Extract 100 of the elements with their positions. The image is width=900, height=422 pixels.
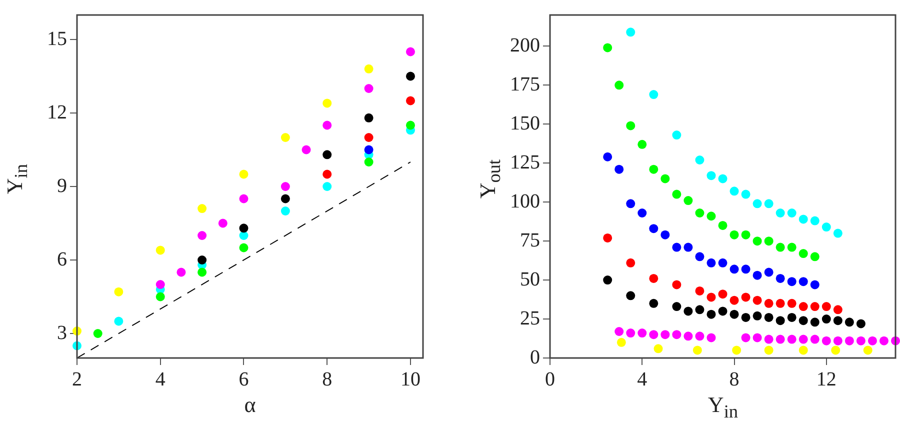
x-axis-title: Υ$_{in}$ (706, 392, 740, 422)
point (156, 246, 165, 255)
point (614, 164, 624, 174)
point (364, 84, 374, 93)
point (718, 220, 728, 230)
point (638, 140, 647, 149)
point (787, 208, 796, 218)
point (114, 316, 124, 326)
point (364, 64, 374, 74)
point (844, 336, 854, 346)
y-tick-label: 9 (57, 174, 67, 197)
point (787, 298, 796, 308)
point (787, 334, 796, 344)
point (776, 334, 785, 344)
x-tick-label: 6 (238, 368, 249, 390)
point (649, 274, 658, 283)
point (156, 280, 165, 289)
point (822, 302, 831, 312)
y-tick-label: 3 (57, 322, 67, 344)
point (732, 346, 742, 355)
x-axis-title: α (243, 392, 257, 418)
point (706, 310, 716, 319)
point (239, 194, 248, 204)
point (822, 314, 831, 324)
point (741, 264, 750, 274)
point (638, 328, 647, 338)
point (776, 242, 785, 252)
point (364, 113, 374, 122)
point (718, 174, 728, 184)
point (752, 199, 762, 208)
point (706, 212, 716, 221)
point (364, 158, 374, 166)
point (879, 336, 888, 346)
point (198, 256, 207, 264)
point (764, 236, 774, 246)
point (614, 326, 624, 336)
point (741, 333, 750, 342)
point (603, 43, 612, 52)
point (695, 208, 704, 218)
point (672, 190, 682, 199)
x-tick-label: 10 (400, 368, 420, 390)
point (787, 312, 796, 322)
point (798, 249, 808, 258)
point (752, 236, 762, 246)
point (798, 302, 808, 312)
point (660, 330, 670, 340)
point (741, 230, 750, 240)
x-tick-label: 12 (816, 368, 836, 390)
point (198, 268, 207, 277)
point (833, 305, 842, 314)
x-tick-label: 8 (322, 368, 332, 390)
point (649, 164, 658, 174)
point (752, 333, 762, 342)
point (810, 216, 820, 226)
y-tick-label: 200 (510, 34, 540, 56)
y-tick-label: 75 (520, 229, 540, 252)
point (752, 270, 762, 280)
point (603, 276, 612, 285)
point (406, 120, 415, 130)
point (239, 170, 248, 179)
point (156, 292, 165, 302)
point (626, 328, 636, 338)
point (672, 280, 682, 290)
point (695, 155, 704, 164)
point (787, 277, 796, 286)
point (660, 174, 670, 184)
point (695, 286, 704, 296)
point (868, 336, 877, 346)
point (626, 258, 636, 268)
point (833, 316, 842, 326)
point (672, 130, 682, 140)
point (798, 214, 808, 224)
point (810, 318, 820, 327)
point (787, 242, 796, 252)
point (280, 206, 290, 216)
x-tick-label: 4 (155, 368, 166, 390)
point (692, 346, 702, 355)
point (776, 298, 785, 308)
point (730, 264, 739, 274)
point (626, 199, 636, 208)
y-tick-label: 6 (57, 248, 67, 270)
point (672, 242, 682, 252)
point (863, 346, 872, 355)
point (280, 194, 290, 204)
point (364, 145, 374, 154)
point (626, 28, 636, 37)
point (93, 329, 102, 338)
point (603, 233, 612, 242)
point (114, 287, 124, 296)
point (672, 330, 682, 340)
y-tick-label: 100 (510, 190, 540, 212)
point (649, 298, 658, 308)
point (626, 291, 636, 300)
point (718, 258, 728, 268)
point (695, 332, 704, 341)
y-tick-label: 15 (47, 28, 67, 50)
point (198, 231, 207, 240)
y-tick-label: 50 (520, 268, 540, 290)
point (322, 150, 332, 160)
y-tick-label: 150 (510, 112, 540, 134)
